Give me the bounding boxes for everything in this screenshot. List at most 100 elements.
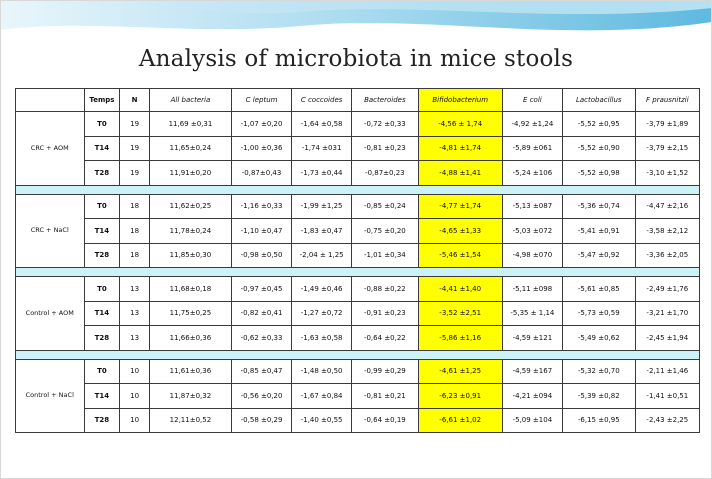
table-row: T14 10 11,87±0,32 -0,56 ±0,20 -1,67 ±0,84 -0,…: [16, 383, 701, 409]
slide-title: Analysis of microbiota in mice stools: [138, 46, 574, 72]
value-cell: -1,40 ±0,55: [291, 407, 353, 433]
separator-cell: [15, 184, 700, 195]
bifidobacterium-cell: -6,61 ±1,02: [417, 407, 503, 433]
value-cell: 11,65±0,24: [148, 135, 233, 161]
value-cell: -1,48 ±0,50: [291, 358, 353, 384]
value-cell: -5,35 ± 1,14: [501, 300, 563, 326]
separator-cell: [15, 349, 700, 360]
value-cell: -0,85 ±0,24: [351, 193, 419, 219]
value-cell: -5,39 ±0,82: [561, 383, 636, 409]
value-cell: -5,32 ±0,70: [561, 358, 636, 384]
bifidobacterium-cell: -6,23 ±0,91: [417, 383, 503, 409]
value-cell: -5,24 ±106: [501, 160, 563, 186]
value-cell: -5,61 ±0,85: [561, 276, 636, 302]
time-point-cell: T0: [83, 358, 121, 384]
value-cell: 11,75±0,25: [148, 300, 233, 326]
time-point-cell: T28: [83, 325, 121, 351]
n-cell: 10: [119, 358, 150, 384]
value-cell: -1,64 ±0,58: [291, 111, 353, 137]
value-cell: -5,13 ±087: [501, 193, 563, 219]
value-cell: -1,16 ±0,33: [231, 193, 293, 219]
value-cell: -5,73 ±0,59: [561, 300, 636, 326]
bifidobacterium-cell: -4,81 ±1,74: [417, 135, 503, 161]
value-cell: -4,98 ±070: [501, 242, 563, 268]
group-label: CRC + AOM: [15, 111, 85, 186]
value-cell: -5,49 ±0,62: [561, 325, 636, 351]
value-cell: 11,69 ±0,31: [148, 111, 233, 137]
value-cell: -5,52 ±0,90: [561, 135, 636, 161]
value-cell: 11,68±0,18: [148, 276, 233, 302]
value-cell: -0,99 ±0,29: [351, 358, 419, 384]
value-cell: -0,87±0,23: [351, 160, 419, 186]
value-cell: -4,59 ±121: [501, 325, 563, 351]
header-lactobacillus: Lactobacillus: [561, 88, 636, 112]
bifidobacterium-cell: -4,88 ±1,41: [417, 160, 503, 186]
value-cell: -3,10 ±1,52: [634, 160, 701, 186]
time-point-cell: T14: [83, 383, 121, 409]
value-cell: -1,49 ±0,46: [291, 276, 353, 302]
header-all-bacteria: All bacteria: [148, 88, 233, 112]
table-row: T28 10 12,11±0,52 -0,58 ±0,29 -1,40 ±0,55 -0,…: [16, 407, 701, 433]
time-point-cell: T28: [83, 242, 121, 268]
value-cell: -1,27 ±0,72: [291, 300, 353, 326]
table-row: T28 18 11,85±0,30 -0,98 ±0,50 -2,04 ± 1,25 -1…: [16, 242, 701, 268]
value-cell: -5,47 ±0,92: [561, 242, 636, 268]
value-cell: 11,61±0,36: [148, 358, 233, 384]
header-f-prausnitzii: F prausnitzii: [634, 88, 701, 112]
n-cell: 10: [119, 407, 150, 433]
value-cell: -4,21 ±094: [501, 383, 563, 409]
table-row: T14 13 11,75±0,25 -0,82 ±0,41 -1,27 ±0,72 -0,…: [16, 300, 701, 326]
time-point-cell: T14: [83, 218, 121, 244]
value-cell: -5,52 ±0,98: [561, 160, 636, 186]
value-cell: -4,92 ±1,24: [501, 111, 563, 137]
value-cell: -1,41 ±0,51: [634, 383, 701, 409]
value-cell: -0,62 ±0,33: [231, 325, 293, 351]
value-cell: 11,62±0,25: [148, 193, 233, 219]
value-cell: -0,88 ±0,22: [351, 276, 419, 302]
value-cell: -2,45 ±1,94: [634, 325, 701, 351]
value-cell: -0,97 ±0,45: [231, 276, 293, 302]
value-cell: -2,49 ±1,76: [634, 276, 701, 302]
value-cell: -5,52 ±0,95: [561, 111, 636, 137]
table-row: CRC + AOM T0 19 11,69 ±0,31 -1,07 ±0,20 -1,64…: [15, 111, 701, 186]
value-cell: -0,98 ±0,50: [231, 242, 293, 268]
value-cell: -0,64 ±0,22: [351, 325, 419, 351]
value-cell: -3,58 ±2,12: [634, 218, 701, 244]
value-cell: -0,91 ±0,23: [351, 300, 419, 326]
table-row: CRC + NaCl T0 18 11,62±0,25 -1,16 ±0,33 -1,99…: [15, 193, 701, 268]
value-cell: -3,36 ±2,05: [634, 242, 701, 268]
bifidobacterium-cell: -4,77 ±1,74: [417, 193, 503, 219]
value-cell: -5,36 ±0,74: [561, 193, 636, 219]
header-bacteroides: Bacteroides: [351, 88, 419, 112]
n-cell: 19: [119, 135, 150, 161]
header-row: Temps N All bacteria C leptum C coccoide…: [15, 88, 701, 112]
value-cell: -0,81 ±0,21: [351, 383, 419, 409]
value-cell: -1,99 ±1,25: [291, 193, 353, 219]
value-cell: -0,64 ±0,19: [351, 407, 419, 433]
value-cell: -1,63 ±0,58: [291, 325, 353, 351]
n-cell: 10: [119, 383, 150, 409]
value-cell: -2,11 ±1,46: [634, 358, 701, 384]
value-cell: -5,89 ±061: [501, 135, 563, 161]
header-e-coli: E coli: [501, 88, 563, 112]
value-cell: -1,01 ±0,34: [351, 242, 419, 268]
time-point-cell: T0: [83, 276, 121, 302]
value-cell: -3,79 ±1,89: [634, 111, 701, 137]
bifidobacterium-cell: -4,56 ± 1,74: [417, 111, 503, 137]
table-row: T14 19 11,65±0,24 -1,00 ±0,36 -1,74 ±031 -0,8…: [16, 135, 701, 161]
value-cell: -1,07 ±0,20: [231, 111, 293, 137]
group-label: Control + NaCl: [15, 358, 85, 433]
value-cell: -2,04 ± 1,25: [291, 242, 353, 268]
n-cell: 13: [119, 325, 150, 351]
value-cell: -1,83 ±0,47: [291, 218, 353, 244]
group-separator: [15, 267, 700, 277]
value-cell: -1,74 ±031: [291, 135, 353, 161]
group-label: Control + AOM: [15, 276, 85, 351]
table-row: T14 18 11,78±0,24 -1,10 ±0,47 -1,83 ±0,47 -0,…: [16, 218, 701, 244]
header-c-leptum: C leptum: [231, 88, 293, 112]
bifidobacterium-cell: -5,46 ±1,54: [417, 242, 503, 268]
value-cell: -5,09 ±104: [501, 407, 563, 433]
value-cell: -5,41 ±0,91: [561, 218, 636, 244]
group-label: CRC + NaCl: [15, 193, 85, 268]
value-cell: 11,87±0,32: [148, 383, 233, 409]
